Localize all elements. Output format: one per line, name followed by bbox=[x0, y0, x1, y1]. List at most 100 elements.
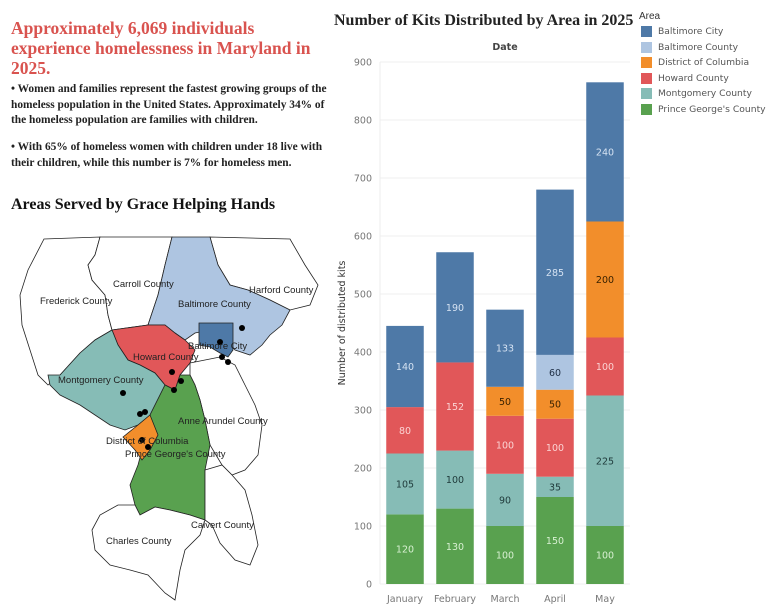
x-tick-label: May bbox=[595, 594, 615, 605]
y-tick-label: 400 bbox=[354, 348, 372, 359]
map-label-charles: Charles County bbox=[106, 536, 172, 547]
map-label-baltimore-county: Baltimore County bbox=[178, 299, 251, 310]
bar-segment bbox=[486, 415, 524, 474]
bar-segment bbox=[386, 514, 424, 584]
service-location-markers bbox=[120, 325, 245, 450]
bar-value-label: 130 bbox=[446, 542, 464, 553]
bar-segment bbox=[486, 309, 524, 387]
bar-value-label: 100 bbox=[496, 440, 514, 451]
bar-segment bbox=[536, 389, 574, 419]
y-axis-label: Number of distributed kits bbox=[337, 261, 348, 386]
bar-value-label: 100 bbox=[596, 551, 614, 562]
bar-value-label: 240 bbox=[596, 147, 614, 158]
legend-swatch bbox=[641, 26, 652, 38]
bar-value-label: 190 bbox=[446, 303, 464, 314]
map-label-anne-arundel: Anne Arundel County bbox=[178, 416, 268, 427]
legend-item[interactable]: Prince George's County bbox=[637, 102, 768, 118]
legend-label: Baltimore City bbox=[658, 26, 724, 38]
maryland-map: Frederick County Carroll County Harford … bbox=[19, 236, 319, 601]
map-label-calvert: Calvert County bbox=[191, 520, 254, 531]
bar-segment bbox=[586, 82, 624, 222]
bar-value-label: 50 bbox=[549, 400, 561, 411]
bar-value-label: 60 bbox=[549, 368, 561, 379]
legend-swatch bbox=[641, 41, 652, 53]
chart-title: Number of Kits Distributed by Area in 20… bbox=[334, 12, 634, 29]
bar-segment bbox=[586, 221, 624, 338]
bar-value-label: 100 bbox=[496, 551, 514, 562]
legend-swatch bbox=[641, 88, 652, 100]
legend-swatch bbox=[641, 72, 652, 84]
y-tick-label: 200 bbox=[354, 464, 372, 475]
county-montgomery bbox=[47, 329, 166, 431]
bar-segment bbox=[536, 497, 574, 584]
bar-value-label: 150 bbox=[546, 536, 564, 547]
bar-segment bbox=[436, 508, 474, 584]
bar-value-label: 140 bbox=[396, 362, 414, 373]
legend-item[interactable]: Howard County bbox=[637, 71, 768, 87]
map-label-frederick: Frederick County bbox=[40, 296, 113, 307]
bar-segment bbox=[536, 476, 574, 497]
bar-segment bbox=[436, 252, 474, 363]
y-tick-label: 700 bbox=[354, 174, 372, 185]
bar-value-label: 120 bbox=[396, 545, 414, 556]
x-tick-label: March bbox=[491, 594, 520, 605]
bar-value-label: 152 bbox=[446, 402, 464, 413]
left-panel: Approximately 6,069 individuals experien… bbox=[0, 0, 330, 616]
chart-legend: Area Baltimore City Baltimore County Distr… bbox=[637, 11, 768, 117]
map-title: Areas Served by Grace Helping Hands bbox=[11, 196, 276, 213]
x-tick-label: April bbox=[544, 594, 566, 605]
bar-value-label: 200 bbox=[596, 275, 614, 286]
bar-value-label: 50 bbox=[499, 397, 511, 408]
bar-segment bbox=[586, 395, 624, 526]
bar-value-label: 285 bbox=[546, 268, 564, 279]
headline: Approximately 6,069 individuals experien… bbox=[11, 18, 311, 78]
y-tick-label: 600 bbox=[354, 232, 372, 243]
map-label-montgomery: Montgomery County bbox=[58, 375, 144, 386]
bar-value-label: 105 bbox=[396, 479, 414, 490]
bar-segment bbox=[586, 337, 624, 396]
map-label-harford: Harford County bbox=[249, 285, 314, 296]
bullet-families: • Women and families represent the faste… bbox=[11, 83, 327, 126]
bar-segment bbox=[536, 418, 574, 477]
legend-swatch bbox=[641, 57, 652, 69]
map-label-carroll: Carroll County bbox=[113, 279, 174, 290]
map-label-howard: Howard County bbox=[133, 352, 199, 363]
bar-value-label: 100 bbox=[596, 362, 614, 373]
map-label-dc: District of Columbia bbox=[106, 436, 189, 447]
bar-segment bbox=[486, 526, 524, 584]
legend-label: District of Columbia bbox=[658, 57, 750, 69]
legend-item[interactable]: Baltimore County bbox=[637, 40, 768, 56]
map-label-prince-georges: Prince George's County bbox=[125, 449, 226, 460]
bar-segment bbox=[436, 450, 474, 509]
legend-label: Howard County bbox=[658, 72, 729, 84]
legend-item[interactable]: Baltimore City bbox=[637, 24, 768, 40]
y-tick-label: 800 bbox=[354, 116, 372, 127]
legend-label: Baltimore County bbox=[658, 41, 739, 53]
y-tick-label: 300 bbox=[354, 406, 372, 417]
county-calvert bbox=[204, 464, 259, 566]
bar-segment bbox=[536, 354, 574, 390]
column-header: Date bbox=[492, 42, 517, 53]
bar-value-label: 80 bbox=[399, 426, 411, 437]
stacked-bar-chart: Date 0 100 200 300 400 500 600 700 800 900 Number o… bbox=[337, 42, 630, 605]
legend-item[interactable]: District of Columbia bbox=[637, 55, 768, 71]
bar-segment bbox=[386, 407, 424, 454]
bar-segment bbox=[436, 362, 474, 451]
legend-item[interactable]: Montgomery County bbox=[637, 86, 768, 102]
legend-label: Montgomery County bbox=[658, 88, 752, 100]
bar-value-label: 133 bbox=[496, 344, 514, 355]
y-tick-label: 500 bbox=[354, 290, 372, 301]
bar-value-label: 90 bbox=[499, 495, 511, 506]
map-label-baltimore-city: Baltimore City bbox=[188, 341, 247, 352]
bullet-women: • With 65% of homeless women with childr… bbox=[11, 141, 323, 169]
bar-value-label: 100 bbox=[546, 443, 564, 454]
county-charles bbox=[91, 504, 206, 601]
bar-value-label: 35 bbox=[549, 482, 561, 493]
legend-label: Prince George's County bbox=[658, 103, 766, 115]
bar-segment bbox=[486, 473, 524, 526]
x-tick-label: January bbox=[386, 594, 423, 605]
bar-segment bbox=[536, 189, 574, 355]
bar-segment bbox=[386, 453, 424, 515]
bar-value-label: 100 bbox=[446, 475, 464, 486]
bar-segment bbox=[586, 526, 624, 584]
